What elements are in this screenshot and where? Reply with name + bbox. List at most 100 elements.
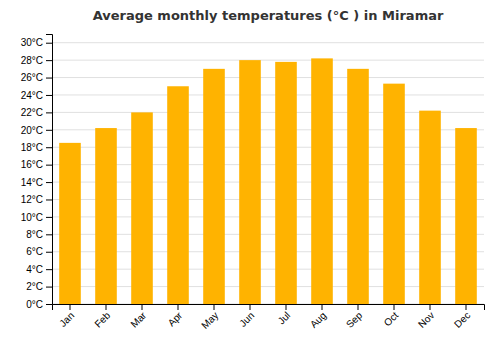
x-tick-label: May [199, 310, 220, 331]
x-tick-mark [430, 304, 431, 310]
y-tick: 0°C [26, 299, 52, 310]
title: Average monthly temperatures (°C ) in Mi… [93, 8, 444, 23]
x-tick-label: Jan [57, 310, 76, 329]
chart: 0°C 2°C 4°C 6°C 8°C 10°C 12°C 14°C 16°C 18°C 20°C 2… [0, 0, 500, 350]
y-tick-mark [46, 199, 52, 200]
x-tick: Feb [92, 304, 112, 330]
y-tick-mark [46, 287, 52, 288]
bar [167, 86, 189, 304]
bars [59, 58, 477, 304]
x-tick-mark [250, 304, 251, 310]
x-tick: May [199, 304, 220, 331]
x-tick-mark [322, 304, 323, 310]
y-tick: 12°C [21, 194, 52, 205]
x-tick-label: Sep [344, 309, 365, 330]
y-tick-mark [46, 217, 52, 218]
x-tick-label: Jun [237, 310, 256, 329]
y-tick-mark [46, 78, 52, 79]
plot: 0°C 2°C 4°C 6°C 8°C 10°C 12°C 14°C 16°C 18°C 20°C 2… [21, 35, 485, 331]
x-tick-mark [466, 304, 467, 310]
x-axis-line [53, 305, 485, 311]
x-tick: Dec [452, 304, 472, 330]
y-tick-mark [46, 182, 52, 183]
y-tick-label: 18°C [21, 142, 43, 153]
y-tick-mark [46, 252, 52, 253]
x-tick-mark [142, 304, 143, 310]
y-tick-label: 14°C [21, 177, 43, 188]
x-tick: Apr [166, 304, 185, 328]
y-tick-mark [46, 234, 52, 235]
x-tick-label: Feb [92, 309, 112, 329]
y-tick-label: 26°C [21, 72, 43, 83]
y-tick-label: 20°C [21, 125, 43, 136]
y-tick: 26°C [21, 72, 52, 83]
x-tick-label: Jul [276, 310, 293, 327]
y-tick-label: 16°C [21, 159, 43, 170]
y-tick-mark [46, 165, 52, 166]
y-tick: 22°C [21, 107, 52, 118]
x-tick: Oct [382, 304, 401, 328]
y-tick-label: 8°C [26, 229, 43, 240]
y-tick-label: 0°C [26, 299, 43, 310]
y-tick: 2°C [26, 281, 52, 292]
bar [95, 128, 117, 304]
y-tick: 8°C [26, 229, 52, 240]
x-tick-mark [358, 304, 359, 310]
bar [311, 58, 333, 304]
y-tick-mark [46, 147, 52, 148]
y-tick-mark [46, 130, 52, 131]
grid [52, 43, 484, 304]
x-tick-label: Apr [166, 309, 185, 328]
y-tick: 6°C [26, 246, 52, 257]
x-tick: Aug [308, 304, 328, 330]
bar [383, 84, 405, 304]
x-axis: Jan Feb Mar Apr May Jun Jul Aug Sep Oct Nov Dec [53, 304, 485, 331]
x-tick: Jun [237, 304, 256, 329]
y-tick-label: 24°C [21, 90, 43, 101]
x-tick-mark [106, 304, 107, 310]
bar [347, 69, 369, 304]
y-tick-mark [46, 304, 52, 305]
y-tick: 4°C [26, 264, 52, 275]
y-tick-label: 30°C [21, 37, 43, 48]
y-tick-label: 10°C [21, 212, 43, 223]
x-tick-label: Mar [128, 309, 148, 329]
bar [59, 143, 81, 304]
x-tick: Sep [344, 304, 365, 330]
x-tick: Jan [57, 304, 76, 329]
grid-line [52, 60, 484, 61]
x-tick-mark [394, 304, 395, 310]
x-tick-label: Oct [382, 310, 401, 329]
y-tick: 14°C [21, 177, 52, 188]
y-tick: 24°C [21, 90, 52, 101]
y-axis-line [46, 35, 53, 305]
y-tick-label: 28°C [21, 55, 43, 66]
x-tick: Jul [276, 304, 293, 326]
y-tick-label: 4°C [26, 264, 43, 275]
grid-line [52, 77, 484, 78]
x-tick: Mar [128, 304, 148, 330]
bar [275, 62, 297, 304]
y-tick-label: 6°C [26, 246, 43, 257]
x-tick-mark [70, 304, 71, 310]
grid-line [52, 42, 484, 43]
y-tick-mark [46, 269, 52, 270]
y-tick-label: 12°C [21, 194, 43, 205]
y-tick: 20°C [21, 125, 52, 136]
bar [455, 128, 477, 304]
grid-line [52, 94, 484, 95]
x-tick: Nov [416, 304, 436, 330]
y-tick-mark [46, 43, 52, 44]
y-tick-mark [46, 60, 52, 61]
x-tick-label: Aug [308, 310, 328, 330]
y-tick-label: 22°C [21, 107, 43, 118]
y-tick-mark [46, 95, 52, 96]
y-tick: 18°C [21, 142, 52, 153]
x-tick-label: Dec [452, 310, 472, 330]
y-tick-label: 2°C [26, 281, 43, 292]
bar [419, 111, 441, 304]
y-axis: 0°C 2°C 4°C 6°C 8°C 10°C 12°C 14°C 16°C 18°C 20°C 2… [21, 35, 53, 310]
y-tick: 10°C [21, 212, 52, 223]
bar [239, 60, 261, 304]
x-tick-mark [286, 304, 287, 310]
